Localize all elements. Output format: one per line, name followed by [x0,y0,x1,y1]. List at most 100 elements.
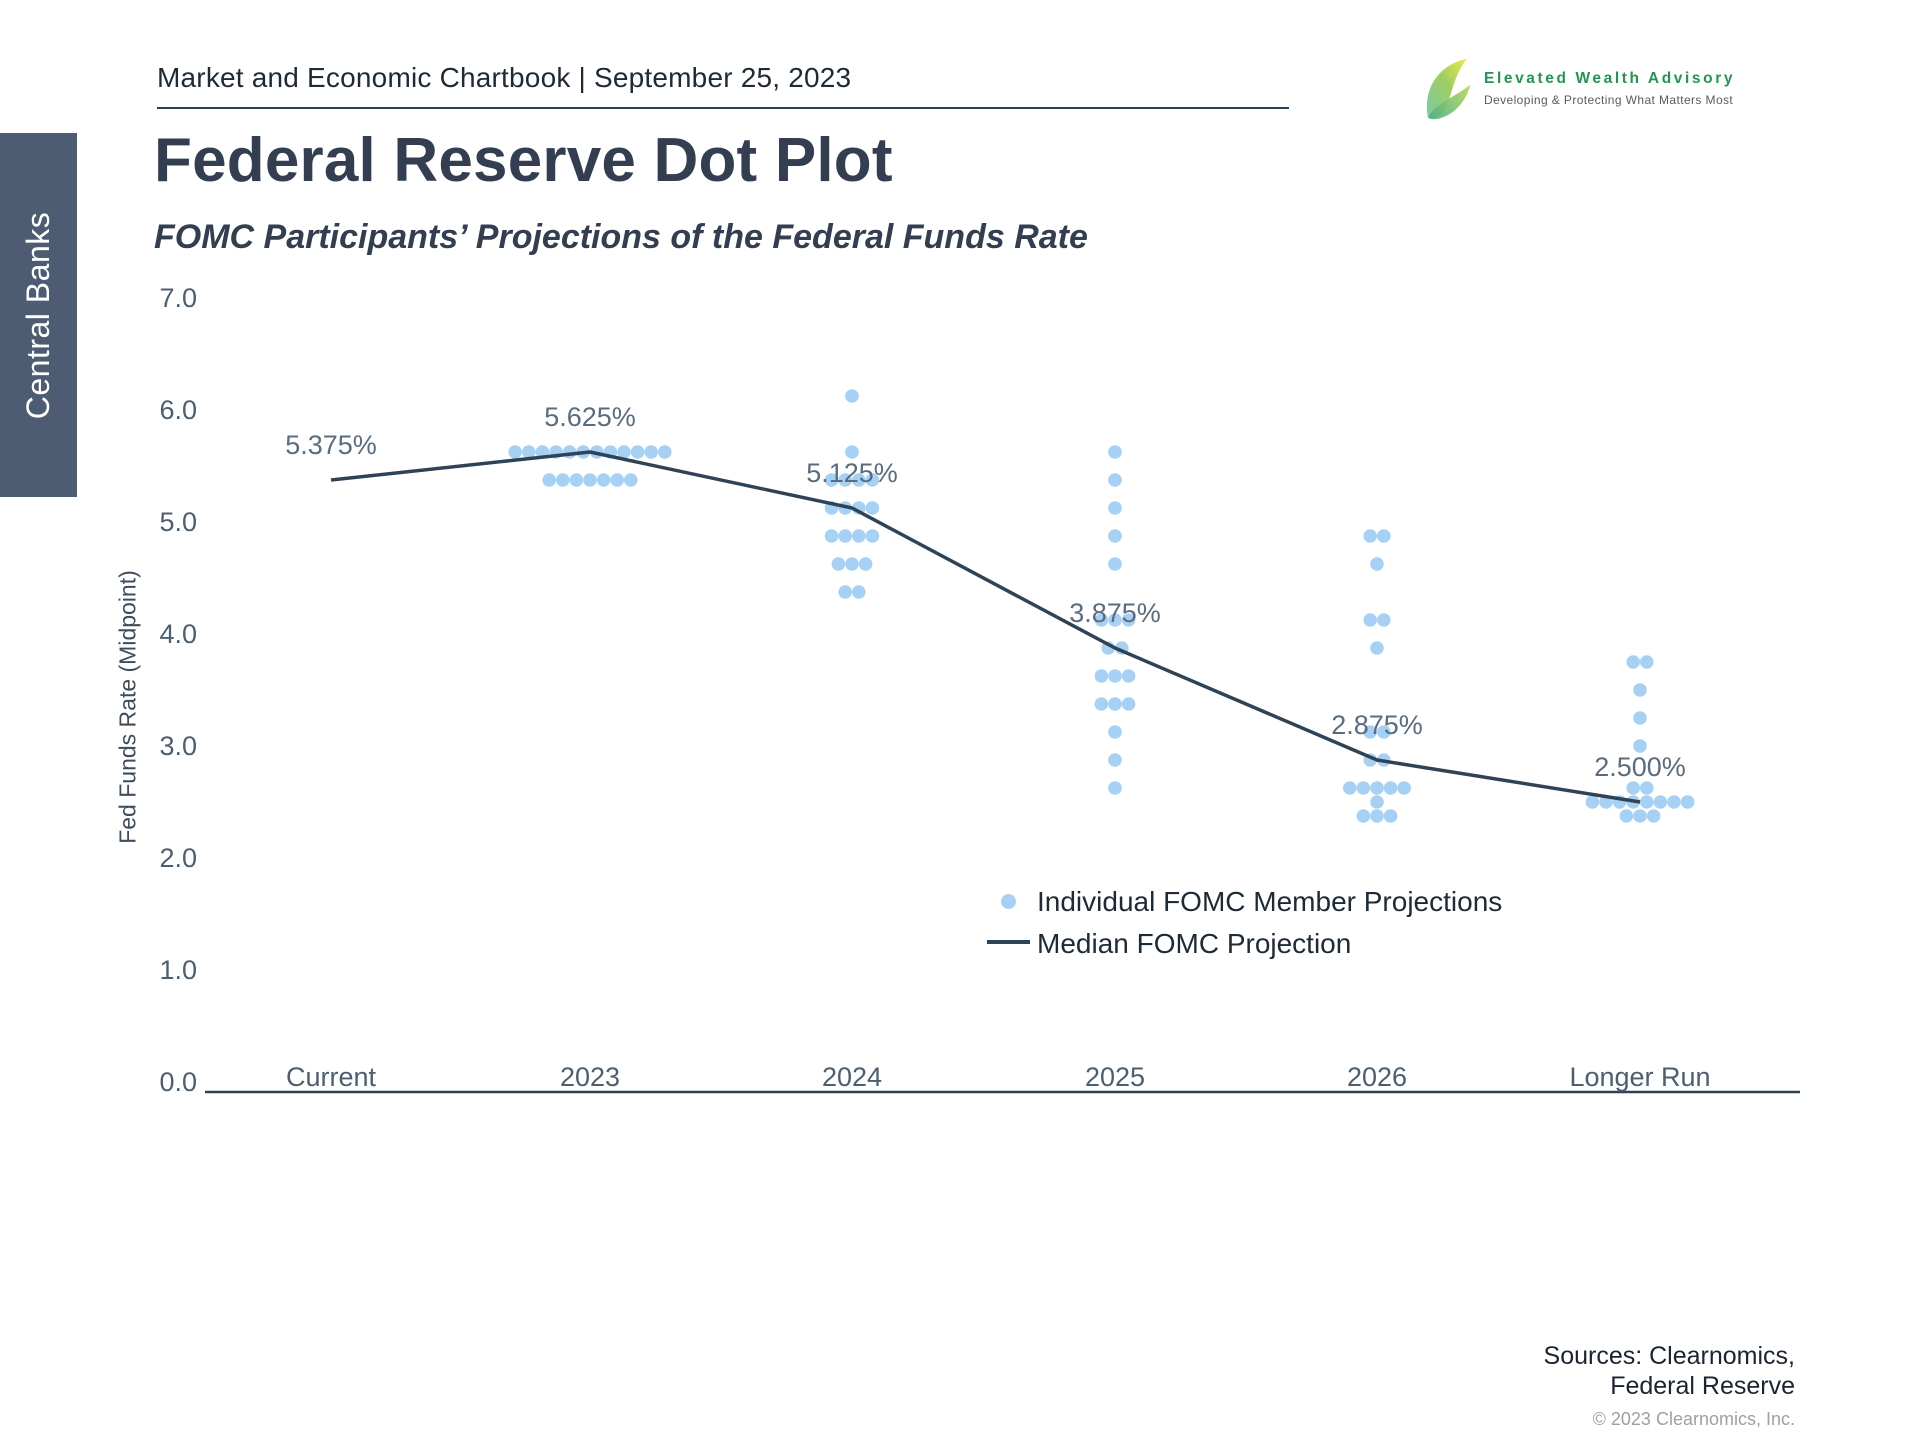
fomc-dot [865,529,880,543]
fomc-dot [1121,697,1136,711]
fomc-dot [542,473,556,487]
sources-line-1: Sources: Clearnomics, [1543,1342,1795,1370]
fomc-dot [644,445,658,459]
fomc-dot [508,445,522,459]
logo-tagline: Developing & Protecting What Matters Mos… [1484,93,1734,107]
legend-line-marker-icon [987,940,1030,944]
median-value-label: 2.500% [1594,752,1686,782]
x-category-label: 2025 [1085,1062,1145,1092]
fomc-dot [1108,445,1122,459]
fomc-dot [1397,781,1411,795]
header-title: Market and Economic Chartbook | Septembe… [157,62,852,93]
median-value-label: 5.125% [806,458,898,488]
fomc-dot [852,473,866,487]
fomc-dot [1370,795,1384,809]
fomc-dot [824,529,839,543]
fomc-dot [1370,809,1384,823]
fomc-dot [1108,725,1122,739]
logo-name: Elevated Wealth Advisory [1484,70,1736,87]
fomc-dot [556,473,570,487]
fomc-dot [1633,711,1647,725]
fomc-dot [1370,641,1384,655]
fomc-dot [596,473,611,487]
fomc-dot [845,389,859,403]
fomc-dot [1646,809,1661,823]
fomc-dot [1108,557,1122,571]
page-subtitle: FOMC Participants’ Projections of the Fe… [154,218,1088,256]
footer: Sources: Clearnomics, Federal Reserve © … [1544,1341,1795,1430]
fomc-dot [1383,781,1398,795]
sidebar-tab-central-banks[interactable]: Central Banks [0,133,77,497]
y-tick-label: 4.0 [159,619,197,649]
fomc-dot [1626,781,1640,795]
y-tick-label: 1.0 [159,955,197,985]
median-value-label: 5.625% [544,402,636,432]
legend-median-label: Median FOMC Projection [1037,928,1352,959]
fomc-dot [1640,655,1654,669]
fomc-dot [1633,683,1647,697]
header-rule [157,107,1289,109]
x-category-label: Current [286,1062,377,1092]
fomc-dot [1343,781,1357,795]
fomc-dot [1626,655,1640,669]
copyright: © 2023 Clearnomics, Inc. [1592,1409,1795,1429]
sources-line-2: Federal Reserve [1610,1372,1795,1400]
fomc-dot [1121,613,1136,627]
median-line [330,450,1641,804]
fomc-dot [1108,613,1122,627]
legend-dot-marker-icon [1001,894,1016,909]
fomc-dot [1108,781,1122,795]
fomc-dot [845,557,859,571]
fomc-dot [522,445,536,459]
fomc-dot [1363,613,1377,627]
leaf-logo-icon [1426,58,1471,120]
fomc-dot [1363,529,1377,543]
fomc-dot [831,557,846,571]
y-tick-label: 3.0 [159,731,197,761]
median-value-label: 5.375% [285,430,377,460]
y-tick-label: 2.0 [159,843,197,873]
fomc-dot [865,501,880,515]
fomc-dot [1370,557,1384,571]
median-value-label: 2.875% [1331,710,1423,740]
x-category-label: 2023 [560,1062,620,1092]
fomc-dot [1121,669,1136,683]
fomc-dot [1108,473,1122,487]
fomc-dot [1640,781,1654,795]
fomc-dot [1680,795,1695,809]
fomc-dot [1108,669,1122,683]
x-category-label: Longer Run [1569,1062,1710,1092]
y-tick-label: 7.0 [159,283,197,313]
fomc-dot [1108,753,1122,767]
legend-dots-label: Individual FOMC Member Projections [1037,886,1503,917]
fomc-dot [1356,781,1371,795]
fomc-dot [1108,529,1122,543]
fomc-dot [610,473,624,487]
fomc-dot [1667,795,1681,809]
fomc-dot [852,585,866,599]
fomc-dot [824,473,839,487]
fomc-dot [583,473,597,487]
fomc-dot [1585,795,1600,809]
fomc-dot [1619,809,1634,823]
fomc-dot [845,445,859,459]
fomc-dot [658,445,672,459]
fomc-dot [1653,795,1668,809]
fomc-dot [1094,697,1109,711]
fomc-dot [865,473,880,487]
fomc-dot [852,529,866,543]
median-value-label: 3.875% [1069,598,1161,628]
fomc-dot [1108,697,1122,711]
x-category-label: 2026 [1347,1062,1407,1092]
page-title: Federal Reserve Dot Plot [154,126,893,195]
fomc-dot [838,585,852,599]
fomc-dot [630,445,645,459]
fomc-dot [1640,795,1654,809]
fomc-dot [1108,501,1122,515]
y-tick-label: 5.0 [159,507,197,537]
fomc-dot [838,473,852,487]
fomc-dot [1377,725,1391,739]
fomc-dot [838,529,852,543]
fomc-dot [624,473,638,487]
